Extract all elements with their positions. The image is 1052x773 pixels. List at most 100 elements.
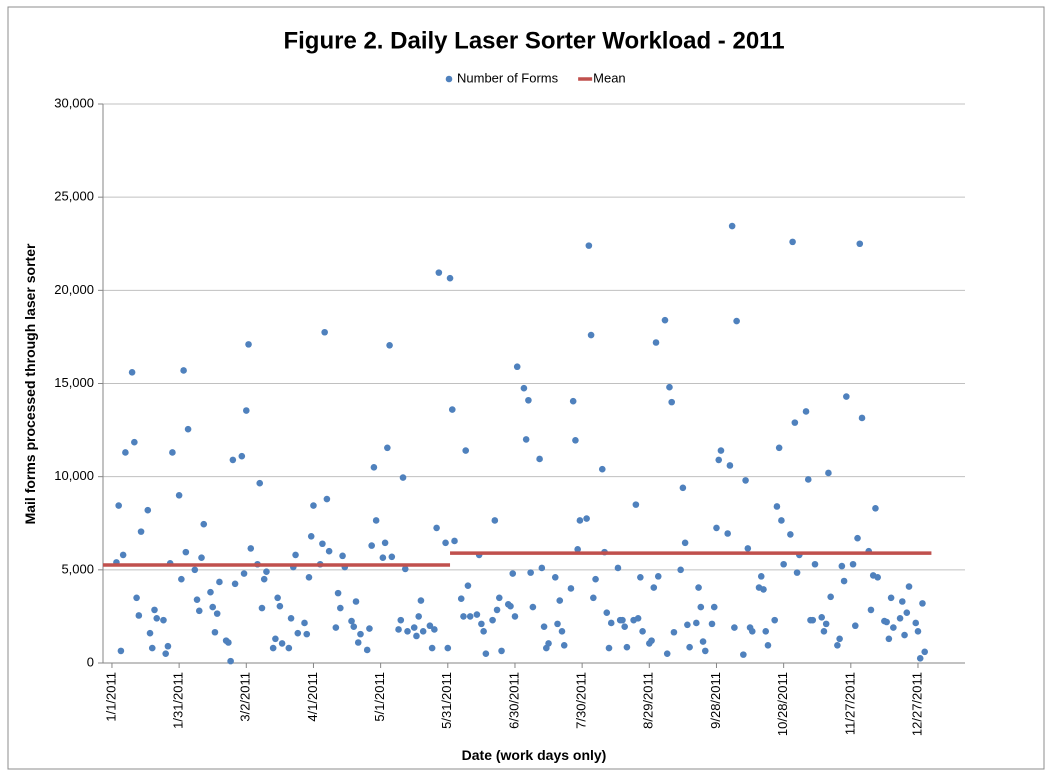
data-point: [195, 607, 203, 615]
x-tick-label: 9/28/2011: [708, 672, 723, 729]
data-point: [191, 566, 199, 574]
data-point: [272, 635, 279, 643]
data-point: [650, 584, 658, 591]
data-point: [545, 640, 552, 647]
x-tick-label: 5/1/2011: [372, 672, 387, 722]
data-point: [274, 594, 281, 602]
data-point: [885, 635, 893, 643]
data-point: [686, 643, 693, 651]
data-point: [464, 582, 472, 589]
data-point: [193, 596, 201, 603]
data-point: [240, 570, 248, 577]
data-point: [325, 547, 333, 555]
data-point: [827, 593, 834, 601]
data-point: [119, 551, 127, 559]
data-point: [693, 619, 700, 627]
data-point: [211, 628, 219, 636]
x-tick-label: 5/31/2011: [439, 672, 454, 729]
y-tick-label: 30,000: [54, 95, 94, 110]
data-point: [607, 619, 615, 627]
data-point: [164, 642, 172, 650]
data-point: [527, 569, 534, 576]
data-point: [583, 515, 590, 522]
data-point: [462, 447, 470, 454]
data-point: [648, 637, 655, 644]
data-point: [724, 530, 731, 537]
data-point: [448, 406, 456, 413]
data-point: [838, 562, 846, 570]
data-point: [621, 623, 628, 630]
data-point: [560, 641, 568, 649]
data-point: [428, 644, 436, 652]
x-tick-label: 1/1/2011: [103, 672, 118, 722]
data-point: [323, 495, 331, 503]
data-point: [352, 598, 360, 605]
data-point: [357, 630, 364, 638]
x-tick-label: 6/30/2011: [506, 672, 521, 729]
data-point: [480, 628, 487, 635]
data-point: [585, 242, 593, 249]
data-point: [874, 573, 881, 581]
data-point: [701, 647, 709, 655]
x-tick-label: 11/27/2011: [842, 672, 857, 735]
data-point: [867, 606, 875, 614]
data-point: [404, 628, 411, 635]
data-point: [144, 506, 152, 514]
y-tick-label: 10,000: [54, 468, 94, 483]
data-point: [419, 628, 427, 635]
data-point: [148, 644, 156, 652]
data-point: [708, 620, 716, 628]
data-point: [334, 589, 342, 597]
data-point: [699, 638, 707, 645]
x-tick-label: 10/28/2011: [775, 672, 790, 736]
data-point: [663, 650, 671, 657]
data-point: [590, 594, 597, 602]
data-point: [276, 602, 284, 610]
data-point: [426, 622, 434, 630]
data-point: [200, 520, 208, 528]
data-point: [760, 586, 767, 593]
data-point: [482, 650, 490, 657]
data-point: [370, 464, 378, 471]
data-point: [397, 616, 405, 624]
data-point: [574, 546, 581, 553]
data-point: [820, 628, 828, 635]
data-point: [285, 644, 293, 652]
data-point: [851, 622, 859, 630]
data-point: [890, 624, 897, 631]
data-point: [507, 602, 514, 610]
data-point: [229, 456, 237, 464]
x-tick-label: 3/2/2011: [238, 672, 253, 722]
data-point: [491, 517, 499, 524]
data-point: [554, 620, 561, 628]
data-point: [849, 560, 857, 568]
data-point: [569, 397, 577, 405]
data-point: [762, 628, 770, 635]
data-point: [366, 625, 373, 632]
data-point: [128, 369, 136, 376]
data-point: [263, 568, 270, 575]
data-point: [489, 616, 496, 624]
x-axis-title: Date (work days only): [462, 747, 607, 763]
data-point: [245, 341, 252, 348]
data-point: [184, 425, 192, 433]
data-point: [310, 502, 317, 509]
data-point: [916, 655, 924, 662]
data-point: [498, 647, 505, 655]
data-point: [131, 438, 138, 446]
data-point: [256, 479, 264, 487]
data-point: [379, 554, 387, 562]
data-point: [710, 603, 718, 611]
data-point: [213, 610, 221, 617]
x-tick-label: 12/27/2011: [909, 672, 924, 736]
data-point: [804, 476, 812, 483]
data-point: [681, 539, 689, 547]
data-point: [896, 614, 904, 622]
data-point: [818, 614, 826, 621]
data-point: [733, 317, 740, 325]
data-point: [307, 532, 315, 540]
data-point: [592, 575, 599, 583]
x-tick-label: 1/31/2011: [171, 672, 186, 729]
data-point: [558, 628, 566, 635]
